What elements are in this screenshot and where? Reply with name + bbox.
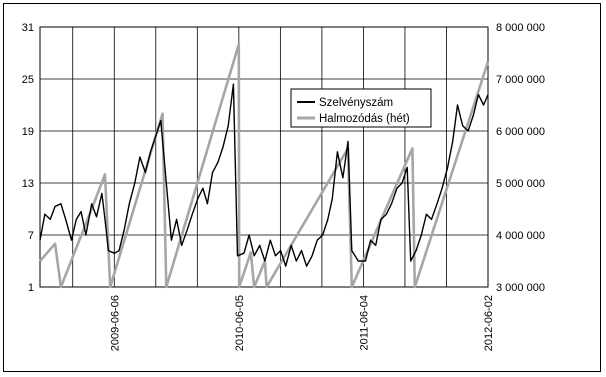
chart-frame: 1 7 13 19 25 31 3 000 000 4 000 000 5 000 000 6 …	[3, 3, 601, 372]
x-tick-label: 2011-06-04	[358, 295, 370, 350]
left-axis-ticks: 1 7 13 19 25 31	[22, 22, 34, 294]
x-tick-label: 2010-06-05	[234, 295, 246, 351]
x-tick-label: 2009-06-06	[109, 295, 121, 351]
right-tick-label: 4 000 000	[496, 230, 545, 242]
legend: Szelvényszám Halmozódás (hét)	[290, 88, 432, 128]
right-tick-label: 3 000 000	[496, 282, 545, 294]
right-axis-ticks: 3 000 000 4 000 000 5 000 000 6 000 000 7 00…	[496, 22, 545, 294]
right-tick-label: 6 000 000	[496, 126, 545, 138]
right-tick-label: 5 000 000	[496, 178, 545, 190]
x-axis-ticks: 2009-06-06 2010-06-05 2011-06-04 2012-06-02	[109, 295, 495, 351]
series-line-0	[39, 83, 489, 267]
left-tick-label: 31	[22, 22, 34, 34]
left-tick-label: 13	[22, 178, 34, 190]
left-tick-label: 7	[28, 230, 34, 242]
legend-box	[290, 88, 432, 128]
legend-label-szelvenyszam: Szelvényszám	[319, 97, 393, 109]
left-tick-label: 25	[22, 74, 34, 86]
dual-axis-line-chart: 1 7 13 19 25 31 3 000 000 4 000 000 5 000 000 6 …	[22, 22, 545, 351]
right-tick-label: 8 000 000	[496, 22, 545, 34]
series-line-1	[39, 43, 490, 289]
left-tick-label: 19	[22, 126, 34, 138]
legend-label-halmozodas: Halmozódás (hét)	[319, 113, 410, 125]
left-tick-label: 1	[28, 282, 34, 294]
series-lines	[39, 43, 490, 289]
x-tick-label: 2012-06-02	[483, 295, 495, 351]
right-tick-label: 7 000 000	[496, 74, 545, 86]
